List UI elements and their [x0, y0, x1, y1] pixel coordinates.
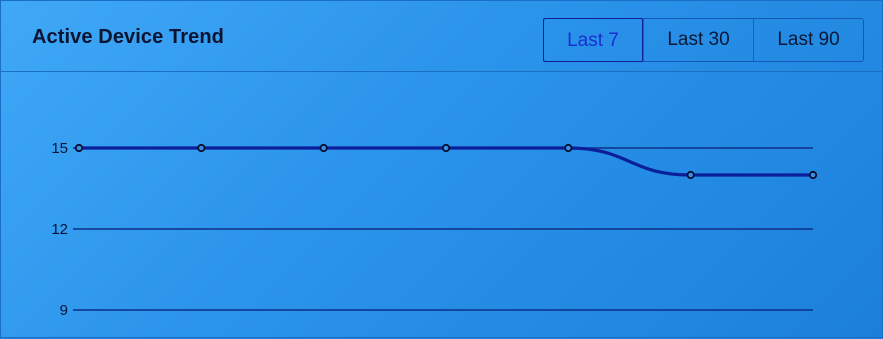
trend-chart: 15 12 9 — [1, 71, 882, 339]
data-point[interactable] — [443, 145, 449, 151]
data-point[interactable] — [198, 145, 204, 151]
data-point[interactable] — [565, 145, 571, 151]
widget-header: Active Device Trend Last 7 Last 30 Last … — [1, 1, 882, 72]
y-axis-ticks: 15 12 9 — [51, 140, 68, 319]
data-point[interactable] — [810, 172, 816, 178]
data-point[interactable] — [320, 145, 326, 151]
range-selector: Last 7 Last 30 Last 90 — [543, 18, 864, 62]
points-layer — [76, 145, 816, 178]
last-30-button[interactable]: Last 30 — [643, 19, 753, 61]
y-tick-label: 9 — [60, 302, 68, 319]
last-7-button[interactable]: Last 7 — [543, 18, 643, 62]
grid-lines — [73, 148, 813, 310]
data-point[interactable] — [687, 172, 693, 178]
data-point[interactable] — [76, 145, 82, 151]
last-90-button[interactable]: Last 90 — [753, 19, 863, 61]
y-tick-label: 15 — [51, 140, 68, 157]
y-tick-label: 12 — [51, 221, 68, 238]
widget-title: Active Device Trend — [32, 26, 224, 49]
